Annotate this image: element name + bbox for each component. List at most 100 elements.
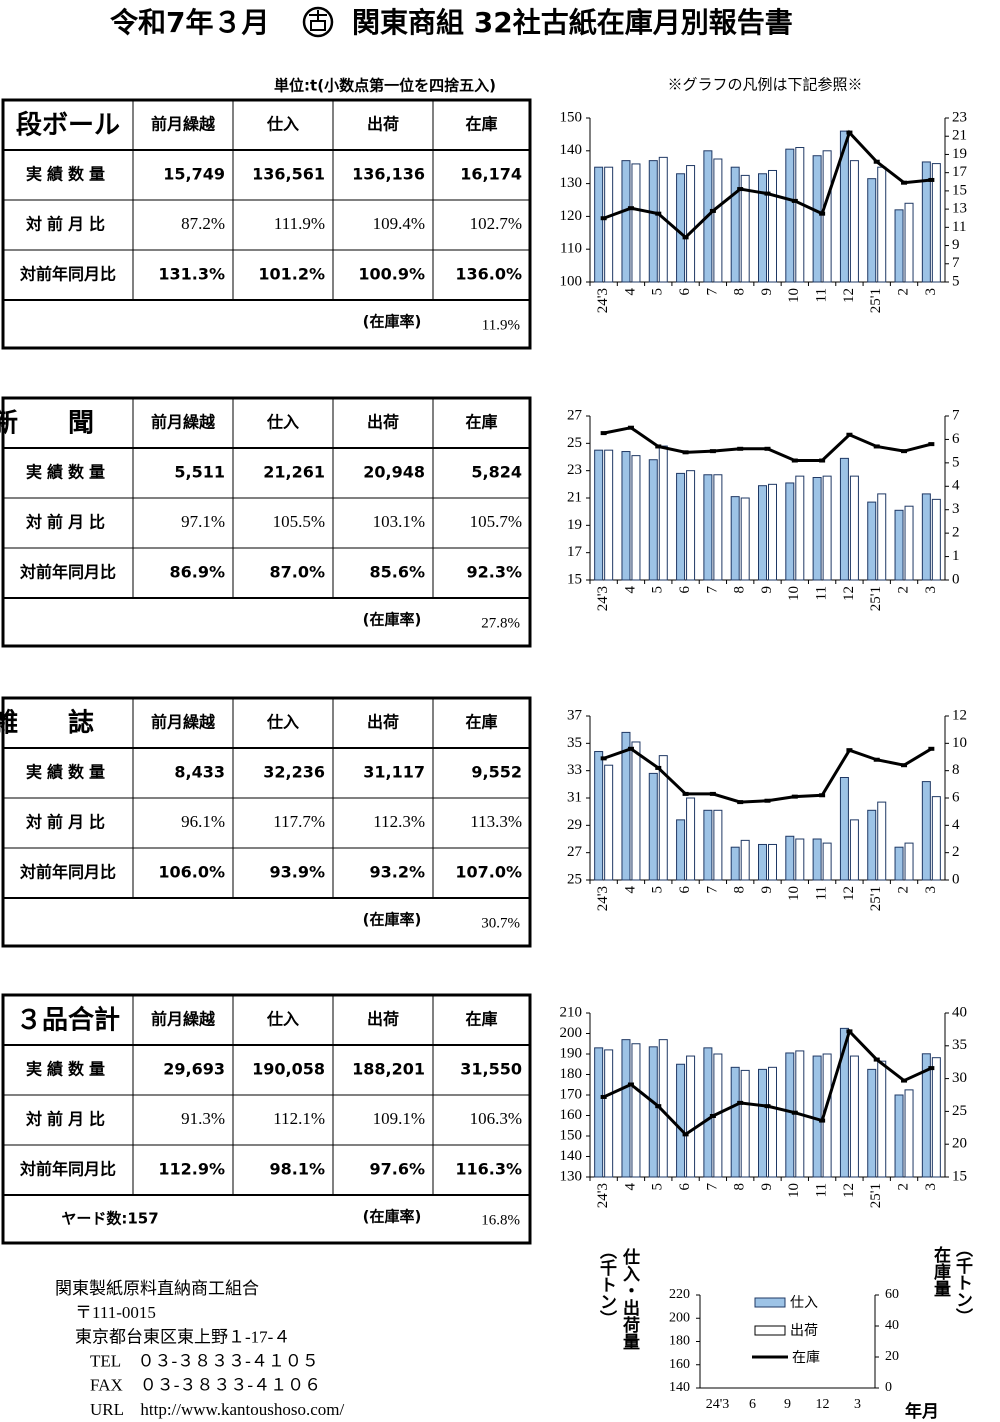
y2-tick-label: 19 <box>952 146 967 162</box>
row-label: 対前月比 <box>25 215 110 234</box>
bar <box>768 169 777 283</box>
bar <box>822 150 832 283</box>
stock-marker <box>709 208 716 213</box>
x-tick-label: 6 <box>677 288 693 296</box>
cell-value: 107.0% <box>455 863 522 882</box>
yard-count: ヤード数:157 <box>61 1210 158 1228</box>
x-tick-label: 24'3 <box>706 1397 730 1412</box>
x-tick-label: 6 <box>677 886 693 894</box>
x-tick-label: 2 <box>895 886 911 894</box>
column-header: 仕入 <box>266 713 299 732</box>
table-frame <box>1 396 532 648</box>
column-header: 在庫 <box>465 413 497 432</box>
bar <box>740 839 750 881</box>
section-name: ３品合計 <box>16 1005 120 1036</box>
column-header: 出荷 <box>367 115 399 134</box>
y-tick-label: 100 <box>560 273 583 289</box>
bar <box>658 445 668 581</box>
stock-marker <box>655 1104 662 1109</box>
x-tick-label: 3 <box>923 886 939 894</box>
footer-line: FAX ０３-３８３３-４１０６ <box>90 1376 321 1395</box>
y-tick-label: 210 <box>560 1004 583 1020</box>
stock-line <box>603 426 932 463</box>
bar <box>904 505 914 581</box>
stock-marker <box>600 216 607 221</box>
cell-value: 105.5% <box>273 512 325 531</box>
cell-value: 31,550 <box>460 1060 522 1079</box>
x-tick-label: 8 <box>732 586 748 594</box>
bar <box>849 160 859 283</box>
bar <box>740 1069 750 1178</box>
y-tick-label: 27 <box>567 844 583 860</box>
legend-swatch <box>754 1297 786 1308</box>
bar <box>785 835 795 881</box>
cell-value: 103.1% <box>373 512 425 531</box>
y-tick-label: 31 <box>567 789 582 805</box>
y2-tick-label: 4 <box>952 817 960 833</box>
row-label: 対前年同月比 <box>19 863 116 882</box>
bar <box>713 474 723 581</box>
y-tick-label: 35 <box>567 735 582 751</box>
y2-tick-label: 2 <box>952 844 960 860</box>
bar <box>785 148 795 283</box>
bar <box>604 764 614 881</box>
y-tick-label: 140 <box>669 1380 690 1395</box>
x-tick-label: 24'3 <box>595 886 611 911</box>
stock-marker <box>764 1104 771 1109</box>
bar <box>812 155 822 283</box>
y2-tick-label: 15 <box>952 1168 967 1184</box>
x-tick-label: 9 <box>759 886 775 894</box>
y2-tick-label: 23 <box>952 109 967 125</box>
bar <box>931 163 941 283</box>
bar <box>703 1047 713 1178</box>
x-tick-label: 9 <box>759 288 775 296</box>
legend-label: 出荷 <box>790 1323 818 1339</box>
title-org: 関東商組 32社古紙在庫月別報告書 <box>352 6 793 39</box>
bar <box>931 796 941 881</box>
bar <box>768 483 777 581</box>
bar <box>877 1060 887 1178</box>
cell-value: 105.7% <box>470 512 522 531</box>
y-tick-label: 33 <box>567 762 582 778</box>
x-tick-label: 8 <box>732 288 748 296</box>
stock-marker <box>791 198 798 203</box>
stock-marker <box>655 211 662 216</box>
y-tick-label: 15 <box>567 571 582 587</box>
cell-value: 5,511 <box>174 463 225 482</box>
bar <box>795 147 805 283</box>
y2-tick-label: 7 <box>952 407 960 423</box>
stock-marker <box>873 757 880 762</box>
cell-value: 113.3% <box>470 812 522 831</box>
unit-note: 単位:t(小数点第一位を四捨五入) <box>274 77 496 95</box>
column-header: 出荷 <box>367 713 399 732</box>
table-frame <box>1 696 532 948</box>
cell-value: 109.4% <box>373 214 425 233</box>
y2-tick-label: 40 <box>952 1004 967 1020</box>
x-tick-label: 8 <box>732 1183 748 1191</box>
cell-value: 109.1% <box>373 1109 425 1128</box>
y-tick-label: 160 <box>669 1357 690 1372</box>
column-header: 仕入 <box>266 115 299 134</box>
bar <box>740 174 750 283</box>
x-tick-label: 3 <box>923 586 939 594</box>
bar <box>758 485 767 581</box>
stock-marker <box>846 748 853 753</box>
x-tick-label: 12 <box>841 586 857 601</box>
bar <box>921 161 931 283</box>
bar <box>631 741 641 881</box>
y-tick-label: 120 <box>560 208 583 224</box>
x-tick-label: 25'1 <box>868 288 884 313</box>
bar <box>839 130 849 283</box>
y2-tick-label: 1 <box>952 548 960 564</box>
stock-marker <box>737 446 744 451</box>
stock-marker <box>901 449 908 454</box>
x-tick-label: 8 <box>732 886 748 894</box>
bar <box>604 449 614 581</box>
x-tick-label: 5 <box>650 1183 666 1191</box>
cell-value: 111.9% <box>274 214 325 233</box>
cell-value: 106.3% <box>470 1109 522 1128</box>
bar <box>904 1089 914 1178</box>
y-tick-label: 130 <box>560 1168 583 1184</box>
stock-marker <box>901 1078 908 1083</box>
cell-value: 29,693 <box>163 1060 225 1079</box>
